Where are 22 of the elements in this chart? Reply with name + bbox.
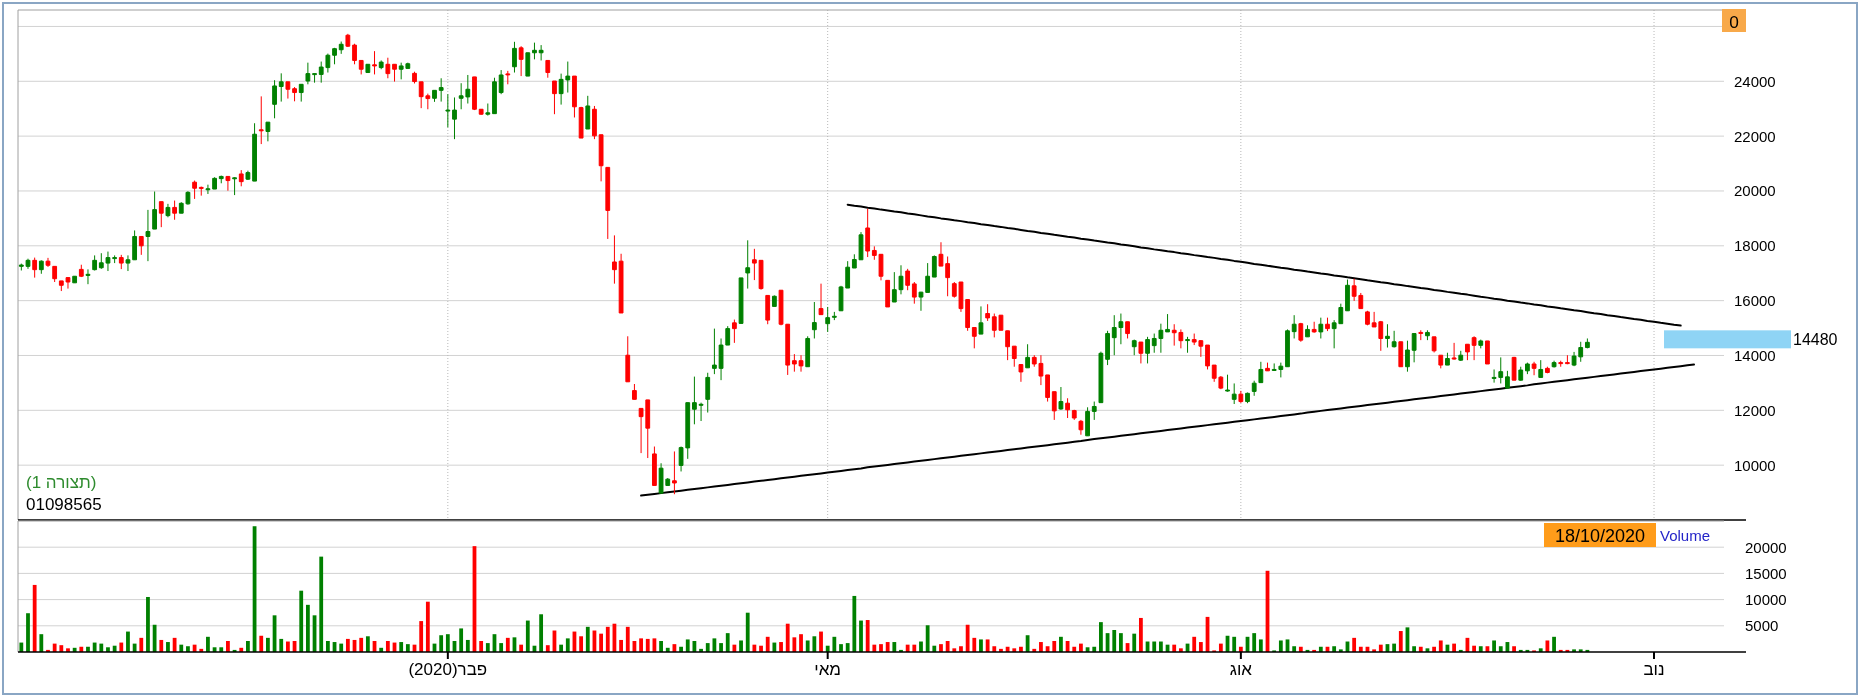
y-tick-label: 20000 xyxy=(1745,538,1787,556)
x-tick-label: (2020)פבר xyxy=(408,659,488,679)
y-tick-label: 20000 xyxy=(1734,182,1776,200)
x-tick-label: אוג xyxy=(1229,659,1253,679)
y-tick-label: 10000 xyxy=(1745,591,1787,609)
y-tick-label: 24000 xyxy=(1734,72,1776,90)
annotation: 01098565 xyxy=(26,494,102,514)
text: 0 xyxy=(1729,11,1739,32)
y-tick-label: 22000 xyxy=(1734,127,1776,145)
annotation: 18/10/2020 xyxy=(1554,526,1646,546)
y-tick-label: 14000 xyxy=(1734,346,1776,364)
annotation: (תצורה 1) xyxy=(26,472,97,492)
y-tick-label: 10000 xyxy=(1734,456,1776,474)
text: 14480 xyxy=(1793,330,1838,348)
x-tick-label: נוב xyxy=(1643,659,1665,679)
y-tick-label: 12000 xyxy=(1734,401,1776,419)
y-tick-label: 18000 xyxy=(1734,237,1776,255)
x-tick-label: מאי xyxy=(814,659,842,679)
y-tick-label: 5000 xyxy=(1745,617,1779,635)
y-tick-label: 16000 xyxy=(1734,292,1776,310)
y-tick-label: 15000 xyxy=(1745,564,1787,582)
chart-title: Volume xyxy=(1660,526,1711,544)
